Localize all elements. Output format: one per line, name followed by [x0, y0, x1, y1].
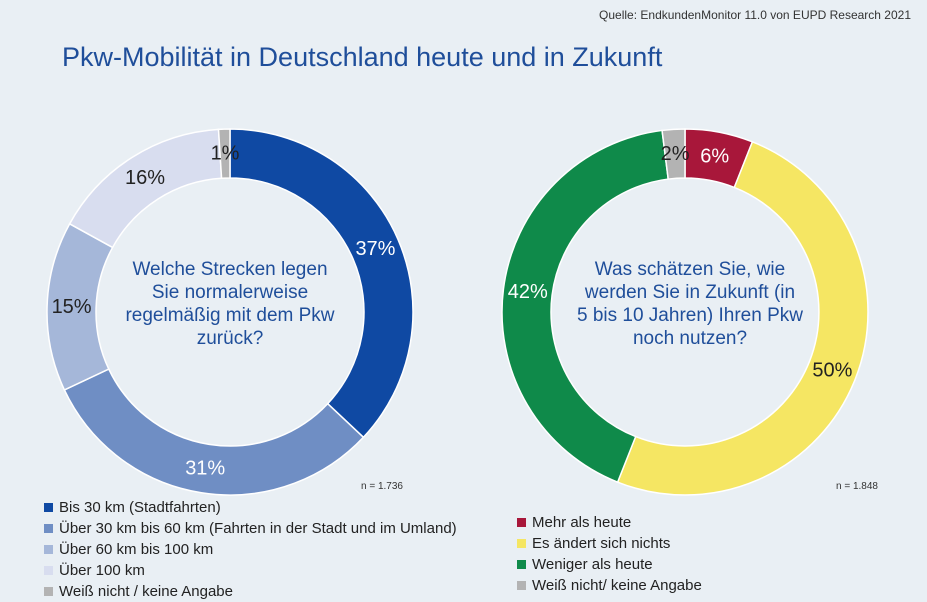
donut-slice — [661, 128, 686, 180]
question-line: Sie normalerweise — [151, 282, 309, 303]
slice-value-label: 42% — [508, 281, 548, 303]
question-line: Welche Strecken legen — [132, 259, 328, 280]
legend-label: Weiß nicht/ keine Angabe — [532, 577, 702, 594]
legend-item: Bis 30 km (Stadtfahrten) — [44, 497, 457, 518]
slice-value-label: 16% — [125, 167, 165, 189]
legend-label: Weniger als heute — [532, 556, 653, 573]
center-question-strecken: Welche Strecken legen Sie normalerweise … — [110, 258, 350, 350]
slice-value-label: 2% — [661, 143, 690, 165]
legend-label: Über 30 km bis 60 km (Fahrten in der Sta… — [59, 520, 457, 537]
page-title: Pkw-Mobilität in Deutschland heute und i… — [62, 42, 663, 72]
legend-swatch — [517, 581, 526, 590]
legend-label: Über 60 km bis 100 km — [59, 541, 214, 558]
legend-item: Weiß nicht / keine Angabe — [44, 581, 457, 602]
question-line: 5 bis 10 Jahren) Ihren Pkw — [576, 305, 803, 326]
donut-chart-zukunft: 6% 50% 42% 2% — [501, 128, 869, 496]
slice-value-label: 15% — [52, 296, 92, 318]
legend-label: Es ändert sich nichts — [532, 535, 671, 552]
legend-strecken: Bis 30 km (Stadtfahrten) Über 30 km bis … — [44, 497, 457, 602]
source-note: Quelle: EndkundenMonitor 11.0 von EUPD R… — [599, 8, 911, 22]
donut-slice — [616, 140, 869, 496]
legend-label: Mehr als heute — [532, 514, 632, 531]
legend-swatch — [44, 503, 53, 512]
legend-swatch — [44, 545, 53, 554]
legend-item: Weniger als heute — [517, 554, 702, 575]
legend-swatch — [44, 524, 53, 533]
legend-label: Bis 30 km (Stadtfahrten) — [59, 499, 221, 516]
legend-item: Über 100 km — [44, 560, 457, 581]
legend-item: Mehr als heute — [517, 512, 702, 533]
slice-value-label: 1% — [211, 143, 240, 165]
slice-value-label: 50% — [812, 359, 852, 381]
center-question-zukunft: Was schätzen Sie, wie werden Sie in Zuku… — [565, 258, 815, 350]
slice-value-label: 37% — [355, 238, 395, 260]
question-line: Was schätzen Sie, wie — [594, 259, 786, 280]
legend-item: Es ändert sich nichts — [517, 533, 702, 554]
donut-slice — [229, 128, 414, 439]
question-line: regelmäßig mit dem Pkw — [125, 305, 335, 326]
legend-item: Über 60 km bis 100 km — [44, 539, 457, 560]
donut-slice — [217, 128, 231, 180]
slice-value-label: 31% — [185, 458, 225, 480]
legend-item: Über 30 km bis 60 km (Fahrten in der Sta… — [44, 518, 457, 539]
donut-chart-strecken: 37% 31% 15% 16% 1% — [46, 128, 414, 496]
legend-swatch — [517, 560, 526, 569]
legend-zukunft: Mehr als heute Es ändert sich nichts Wen… — [517, 512, 702, 596]
question-line: werden Sie in Zukunft (in — [584, 282, 796, 303]
question-line: noch nutzen? — [632, 328, 748, 349]
legend-label: Weiß nicht / keine Angabe — [59, 583, 233, 600]
sample-size-zukunft: n = 1.848 — [836, 481, 878, 492]
slice-value-label: 6% — [700, 145, 729, 167]
donut-slice — [501, 129, 670, 484]
sample-size-strecken: n = 1.736 — [361, 481, 403, 492]
legend-swatch — [517, 539, 526, 548]
legend-item: Weiß nicht/ keine Angabe — [517, 575, 702, 596]
legend-swatch — [44, 587, 53, 596]
question-line: zurück? — [196, 328, 264, 349]
legend-swatch — [44, 566, 53, 575]
legend-label: Über 100 km — [59, 562, 145, 579]
legend-swatch — [517, 518, 526, 527]
